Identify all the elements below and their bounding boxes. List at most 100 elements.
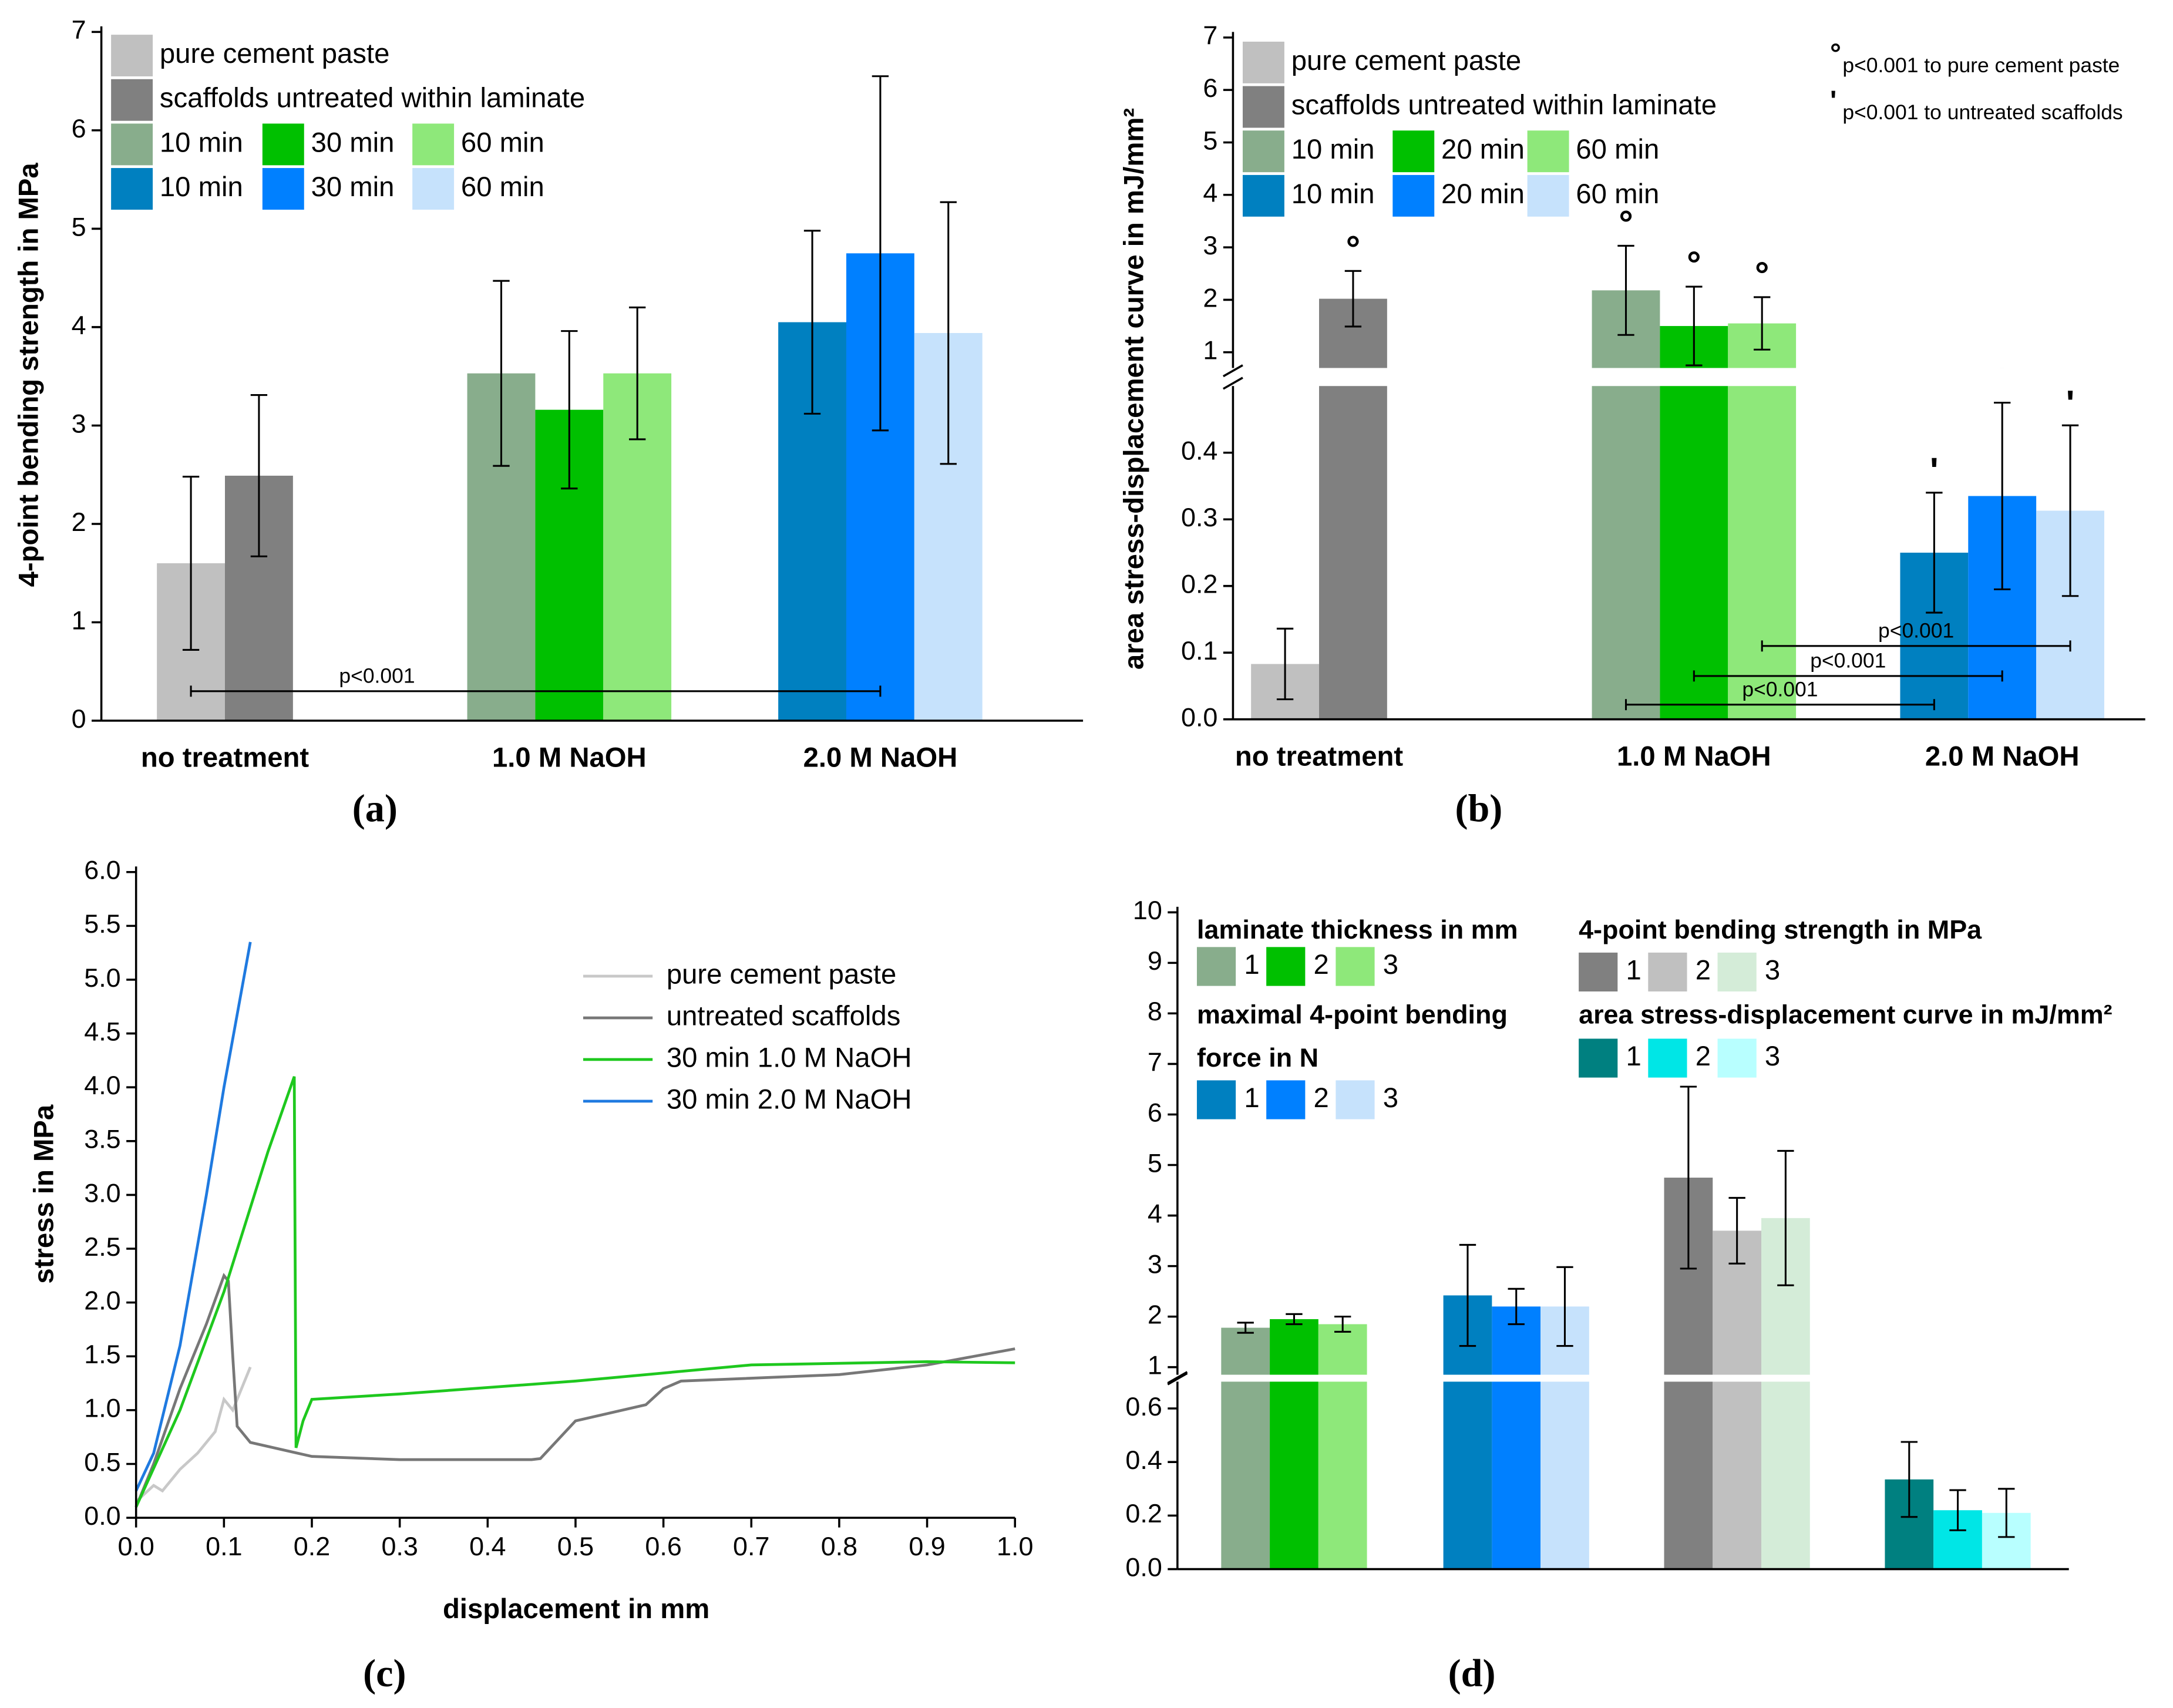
bar [1221,1327,1270,1569]
legend-swatch [1648,952,1687,992]
significance-marker: ' [2066,383,2075,423]
note-symbol: ' [1830,85,1836,116]
legend-swatch [1717,1038,1757,1078]
y-tick-label: 0 [72,704,86,734]
y-tick-label: 0.4 [1125,1445,1162,1475]
axis-break [1167,1371,1188,1384]
legend-label: 10 min [1291,179,1375,210]
legend-label: 10 min [160,127,243,158]
y-tick-label: 4.5 [84,1016,120,1046]
legend-label: scaffolds untreated within laminate [1291,90,1717,121]
legend-swatch [1579,952,1618,992]
y-tick-label: 7 [1203,21,1217,51]
x-tick-label: 0.8 [821,1531,857,1561]
x-tick-label: 1.0 M NaOH [1617,741,1771,772]
y-tick-label: 2.0 [84,1286,120,1316]
significance-marker: ° [1346,228,1361,269]
x-axis-label: displacement in mm [443,1593,709,1625]
y-tick-label: 1 [1203,335,1217,365]
legend-label: 1 [1626,954,1641,986]
legend-swatch [412,123,455,166]
legend-label: 2 [1696,954,1711,986]
significance-marker: ' [1930,450,1939,491]
y-tick-label: 5.0 [84,963,120,993]
legend-swatch [1648,1038,1687,1078]
legend-label: 30 min 1.0 M NaOH [667,1042,912,1073]
legend-swatch [1242,86,1284,128]
legend-swatch [1392,174,1435,217]
y-tick-label: 7 [1148,1047,1162,1077]
y-tick-label: 5 [1203,125,1217,155]
legend-label: 10 min [160,172,243,203]
y-tick-label: 1.5 [84,1339,120,1369]
x-tick-label: 0.2 [294,1531,330,1561]
y-tick-label: 5 [72,211,86,241]
bar [1592,290,1660,719]
y-tick-label: 2 [1148,1299,1162,1329]
y-tick-label: 10 [1133,895,1162,925]
x-tick-label: 2.0 M NaOH [803,742,958,774]
legend-label: 30 min [311,127,395,158]
legend-label: 3 [1383,949,1398,980]
y-tick-label: 0.0 [1181,702,1217,732]
legend-swatch [1392,130,1435,173]
y-tick-label: 3 [1203,230,1217,260]
x-tick-label: 0.7 [733,1531,769,1561]
x-tick-label: 2.0 M NaOH [1925,741,2080,772]
note-text: p<0.001 to pure cement paste [1842,53,2120,77]
significance-marker: ° [1755,255,1770,295]
legend-swatch [262,168,304,210]
legend-label: 60 min [1576,134,1659,165]
y-tick-label: 0.0 [1125,1552,1162,1582]
y-tick-label: 5 [1148,1148,1162,1178]
y-tick-label: 6 [1148,1097,1162,1127]
legend-swatch [111,35,153,77]
legend-swatch [111,79,153,121]
legend-label: 20 min [1441,134,1525,165]
legend-swatch [1527,130,1569,173]
axis-break [1222,364,1243,378]
legend-label: 2 [1314,949,1329,980]
axis-break [1222,376,1243,390]
y-axis-label: 4-point bending strength in MPa [13,163,44,587]
y-tick-label: 0.1 [1181,636,1217,665]
legend-label: 2 [1314,1082,1329,1114]
x-tick-label: 0.6 [645,1531,681,1561]
y-tick-label: 0.4 [1181,436,1217,466]
y-tick-label: 0.2 [1125,1498,1162,1528]
significance-marker: ° [1687,244,1701,285]
note-text: p<0.001 to untreated scaffolds [1842,100,2122,124]
y-tick-label: 6 [1203,73,1217,103]
line-series [134,942,252,1492]
legend-label: 30 min [311,172,395,203]
legend-label: 3 [1383,1082,1398,1114]
y-tick-label: 3 [1148,1249,1162,1279]
legend-label: 3 [1765,1041,1780,1072]
legend-heading: area stress-displacement curve in mJ/mm² [1579,999,2113,1029]
legend-label: scaffolds untreated within laminate [160,83,585,114]
bar [1713,1230,1762,1569]
caption: (b) [1455,787,1502,830]
bar [1318,1324,1367,1569]
x-tick-label: no treatment [141,742,310,774]
legend-swatch [262,123,304,166]
y-tick-label: 1 [1148,1350,1162,1380]
significance-marker: ° [1619,204,1633,244]
y-tick-label: 2 [1203,283,1217,312]
legend-label: 1 [1626,1041,1641,1072]
legend-swatch [1242,41,1284,83]
y-tick-label: 3.5 [84,1124,120,1154]
note-symbol: ° [1830,38,1841,69]
y-axis-label: stress in MPa [29,1104,60,1283]
comparison-label: p<0.001 [339,664,415,687]
legend-label: pure cement paste [1291,45,1522,76]
legend-label: pure cement paste [667,959,897,990]
y-tick-label: 3 [72,408,86,438]
legend-swatch [1527,174,1569,217]
line-series [134,1273,1015,1508]
x-tick-label: 1.0 [997,1531,1033,1561]
legend-label: 10 min [1291,134,1375,165]
x-tick-label: 0.3 [381,1531,418,1561]
